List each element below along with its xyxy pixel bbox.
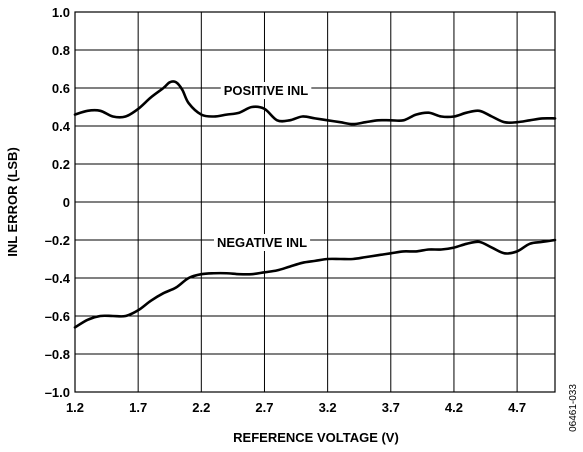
y-tick-label: –0.2 <box>45 233 70 248</box>
y-tick-label: 0.8 <box>52 43 70 58</box>
y-tick-label: –1.0 <box>45 385 70 400</box>
plot-frame <box>74 11 556 393</box>
negative-inl-line <box>73 238 557 329</box>
y-tick-label: 0.2 <box>52 157 70 172</box>
series-layer <box>73 80 557 329</box>
x-tick-label: 3.7 <box>382 400 400 415</box>
x-tick-label: 3.2 <box>319 400 337 415</box>
y-tick-label: 1.0 <box>52 5 70 20</box>
x-tick-label: 4.7 <box>508 400 526 415</box>
label-background <box>220 82 312 99</box>
y-tick-label: 0.4 <box>52 119 71 134</box>
y-tick-label: 0 <box>63 195 70 210</box>
y-tick-label: –0.6 <box>45 309 70 324</box>
y-tick-label: 0.6 <box>52 81 70 96</box>
y-axis-label: INL ERROR (LSB) <box>5 147 20 257</box>
label-background <box>213 234 311 251</box>
x-tick-label: 2.7 <box>255 400 273 415</box>
x-tick-label: 1.7 <box>129 400 147 415</box>
figure-id: 06461-033 <box>568 384 579 432</box>
tick-labels: 1.2 1.7 2.2 2.7 3.2 3.7 4.2 4.7 1.0 0.8 0.6 0.4 0.2 0… <box>45 5 526 415</box>
negative-inl-label: NEGATIVE INL <box>217 235 307 250</box>
x-axis-label: REFERENCE VOLTAGE (V) <box>233 430 399 445</box>
x-tick-label: 1.2 <box>66 400 84 415</box>
y-tick-label: –0.4 <box>45 271 71 286</box>
x-tick-label: 4.2 <box>445 400 463 415</box>
positive-inl-line <box>73 80 557 126</box>
positive-inl-label: POSITIVE INL <box>224 83 309 98</box>
x-tick-label: 2.2 <box>192 400 210 415</box>
y-tick-label: –0.8 <box>45 347 70 362</box>
grid <box>74 11 555 393</box>
